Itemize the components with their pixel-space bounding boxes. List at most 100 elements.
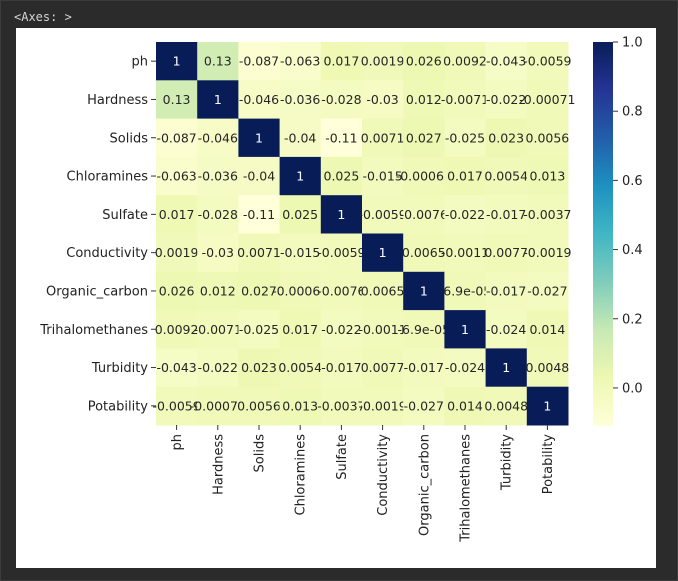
cell-annotation: 0.13 bbox=[204, 54, 232, 69]
y-tick-label: Chloramines bbox=[67, 170, 149, 185]
heatmap-cell bbox=[485, 118, 528, 158]
cell-annotation: 1 bbox=[502, 360, 510, 375]
cell-annotation: 0.0054 bbox=[278, 360, 322, 375]
heatmap-cell bbox=[362, 118, 404, 158]
cell-annotation: -0.046 bbox=[198, 130, 238, 145]
cell-annotation: 0.014 bbox=[447, 398, 483, 413]
heatmap-cell bbox=[526, 80, 569, 120]
cell-annotation: 0.0048 bbox=[526, 360, 570, 375]
heatmap-cell bbox=[279, 348, 322, 388]
heatmap-cell bbox=[197, 156, 239, 196]
heatmap-cell bbox=[320, 195, 363, 234]
heatmap-cell bbox=[444, 233, 487, 273]
cell-annotation: 0.017 bbox=[324, 54, 360, 69]
heatmap-cell bbox=[156, 195, 198, 234]
cell-annotation: -0.017 bbox=[321, 360, 361, 375]
cell-annotation: 0.0056 bbox=[237, 398, 281, 413]
cell-annotation: -0.087 bbox=[239, 54, 279, 69]
heatmap-cell bbox=[320, 80, 363, 120]
cell-annotation: 0.0065 bbox=[402, 245, 446, 260]
cell-annotation: -0.043 bbox=[156, 360, 196, 375]
cell-annotation: 0.0092 bbox=[155, 322, 199, 337]
cell-annotation: 0.13 bbox=[163, 92, 191, 107]
cell-annotation: -0.0076 bbox=[400, 207, 448, 222]
cell-annotation: 0.0077 bbox=[484, 245, 528, 260]
heatmap-cell bbox=[485, 80, 528, 120]
cell-annotation: 0.013 bbox=[282, 398, 318, 413]
cell-annotation: 1 bbox=[461, 322, 469, 337]
y-tick-label: Turbidity bbox=[91, 361, 148, 376]
heatmap-cell bbox=[156, 348, 198, 388]
x-tick-label: Potability bbox=[541, 434, 556, 495]
heatmap-cell bbox=[526, 42, 569, 81]
cell-annotation: -6.9e-05 bbox=[439, 283, 492, 298]
heatmap-cell bbox=[197, 118, 239, 158]
y-tick-label: Potability bbox=[88, 399, 149, 414]
heatmap-cell bbox=[238, 118, 281, 158]
heatmap-cell bbox=[279, 156, 322, 196]
heatmap-cell bbox=[197, 386, 239, 426]
x-tick-label: Solids bbox=[253, 434, 268, 473]
heatmap-cell bbox=[320, 156, 363, 196]
cell-annotation: -0.0059 bbox=[523, 54, 571, 69]
cell-annotation: -0.0059 bbox=[358, 207, 406, 222]
cell-annotation: -0.027 bbox=[527, 283, 567, 298]
heatmap-cell bbox=[485, 386, 528, 426]
cell-annotation: -0.022 bbox=[321, 322, 361, 337]
cell-annotation: -0.015 bbox=[280, 245, 320, 260]
heatmap-cell bbox=[403, 118, 445, 158]
y-tick-label: ph bbox=[132, 55, 149, 70]
cell-annotation: -6.9e-05 bbox=[398, 322, 451, 337]
heatmap-cell bbox=[485, 233, 528, 273]
cell-annotation: -0.00068 bbox=[272, 283, 328, 298]
cell-annotation: 0.0048 bbox=[484, 398, 528, 413]
heatmap-cell bbox=[362, 310, 404, 349]
cell-annotation: -0.025 bbox=[445, 130, 485, 145]
cell-annotation: -0.0019 bbox=[358, 398, 406, 413]
cell-annotation: -0.03 bbox=[202, 245, 234, 260]
heatmap-cell bbox=[197, 233, 239, 273]
heatmap-cell bbox=[485, 195, 528, 234]
heatmap-cell bbox=[320, 118, 363, 158]
heatmap-cell bbox=[526, 386, 569, 426]
heatmap-cell bbox=[526, 271, 569, 311]
cell-annotation: 1 bbox=[420, 283, 428, 298]
heatmap-cell bbox=[279, 271, 322, 311]
heatmap-cell bbox=[197, 195, 239, 234]
cell-annotation: -0.0011 bbox=[358, 322, 406, 337]
cell-annotation: 0.0019 bbox=[361, 54, 405, 69]
heatmap-cell bbox=[156, 42, 198, 81]
heatmap-cell bbox=[320, 42, 363, 81]
heatmap-cell bbox=[362, 348, 404, 388]
x-tick-label: ph bbox=[170, 434, 185, 451]
cell-annotation: -0.036 bbox=[198, 169, 238, 184]
cell-annotation: -0.0037 bbox=[317, 398, 365, 413]
heatmap-cell bbox=[403, 195, 445, 234]
heatmap-cell bbox=[197, 310, 239, 349]
cell-annotation: 0.0092 bbox=[443, 54, 487, 69]
heatmap-cell bbox=[444, 348, 487, 388]
heatmap-cell bbox=[444, 156, 487, 196]
cell-annotation: -0.00071 bbox=[519, 92, 575, 107]
cell-annotation: -0.043 bbox=[486, 54, 526, 69]
colorbar-tick-label: 0.6 bbox=[622, 174, 643, 189]
heatmap-cell bbox=[485, 310, 528, 349]
cell-annotation: -0.00068 bbox=[396, 169, 452, 184]
heatmap-cell bbox=[403, 156, 445, 196]
heatmap-cell bbox=[279, 386, 322, 426]
heatmap-cell bbox=[238, 271, 281, 311]
heatmap-cell bbox=[403, 386, 445, 426]
heatmap-cell bbox=[403, 233, 445, 273]
cell-annotation: 0.012 bbox=[200, 283, 236, 298]
cell-annotation: 0.017 bbox=[282, 322, 318, 337]
heatmap-cell bbox=[238, 195, 281, 234]
heatmap-cell bbox=[362, 386, 404, 426]
heatmap-cell bbox=[279, 195, 322, 234]
cell-annotation: -0.0059 bbox=[317, 245, 365, 260]
cell-annotation: 0.027 bbox=[406, 130, 442, 145]
x-tick-label: Turbidity bbox=[500, 434, 515, 491]
x-tick-label: Trihalomethanes bbox=[459, 434, 474, 543]
cell-annotation: 1 bbox=[173, 54, 181, 69]
cell-annotation: -0.063 bbox=[280, 54, 320, 69]
heatmap-cell bbox=[444, 80, 487, 120]
